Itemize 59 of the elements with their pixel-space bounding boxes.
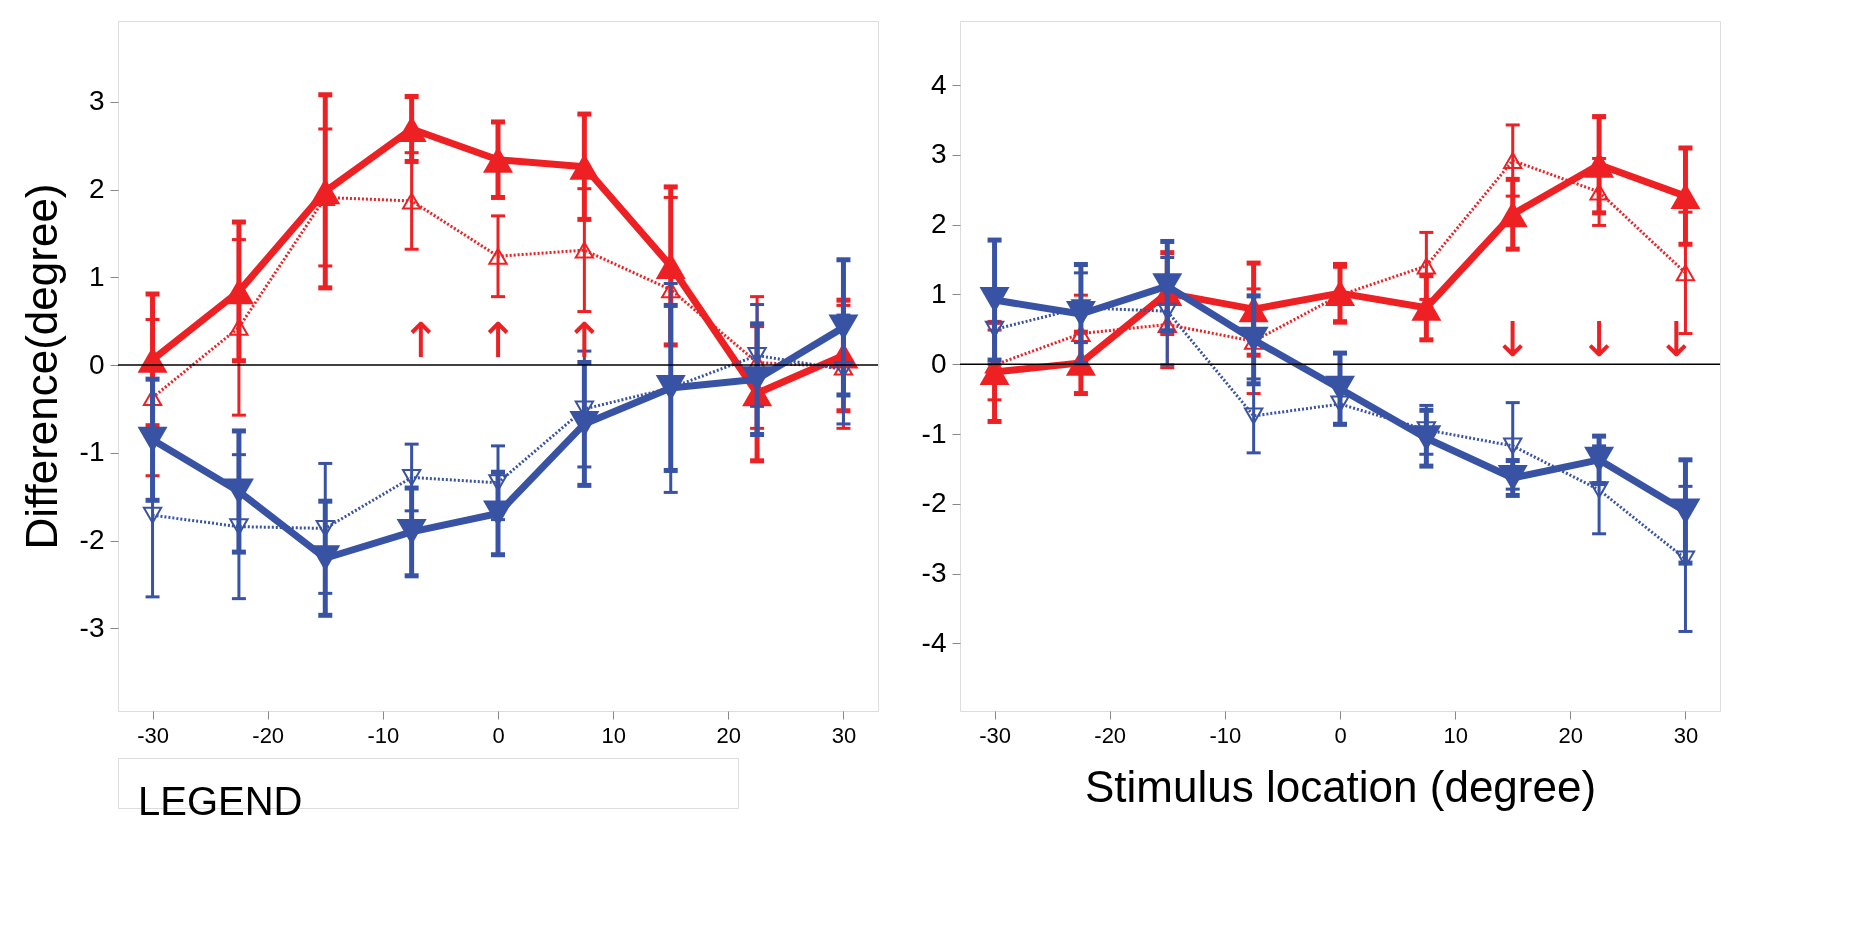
y-tick-label: -1 <box>79 436 105 468</box>
y-tick-label: -1 <box>921 417 947 449</box>
point <box>229 318 249 336</box>
point <box>1416 257 1437 275</box>
x-axis-title: Stimulus location (degree) <box>1084 761 1597 811</box>
x-tick-label: -30 <box>137 722 169 748</box>
y-tick-label: 1 <box>88 260 105 292</box>
y-tick-label: 3 <box>88 85 105 117</box>
y-tick-label: 0 <box>88 348 105 380</box>
y-tick-label: 1 <box>930 277 947 309</box>
point <box>229 518 249 536</box>
x-tick-label: 20 <box>1558 722 1584 748</box>
point <box>747 346 767 364</box>
x-tick-label: -20 <box>252 722 285 748</box>
y-tick-label: 4 <box>930 68 947 100</box>
annotation: ↑ <box>477 312 519 369</box>
annotation: ↓ <box>1492 311 1533 368</box>
x-tick-label: -30 <box>979 722 1011 748</box>
y-tick-label: -2 <box>79 524 105 556</box>
y-tick-label: -2 <box>921 487 947 519</box>
annotation: ↓ <box>1656 311 1697 368</box>
x-tick-label: -10 <box>1209 722 1242 748</box>
text: LEGEND <box>138 779 303 823</box>
y-tick-label: 3 <box>930 138 947 170</box>
x-tick-label: -20 <box>1094 722 1127 748</box>
point <box>1238 326 1269 353</box>
point <box>401 192 422 210</box>
x-tick-label: 10 <box>601 722 626 748</box>
point <box>488 247 508 265</box>
point <box>1503 152 1523 170</box>
x-tick-label: 30 <box>1673 722 1699 748</box>
y-axis-title: Difference(degree) <box>16 183 66 550</box>
point <box>574 241 595 259</box>
x-tick-label: 0 <box>1334 722 1347 748</box>
annotation: ↓ <box>1578 311 1620 368</box>
x-tick-label: 10 <box>1443 722 1468 748</box>
x-tick-label: 30 <box>831 722 857 748</box>
y-tick-label: 2 <box>88 173 105 205</box>
annotation: ↑ <box>400 312 441 369</box>
point <box>396 518 427 545</box>
point <box>1243 407 1264 425</box>
y-tick-label: -3 <box>921 557 947 589</box>
point <box>142 506 163 524</box>
point <box>1675 264 1696 282</box>
point <box>1330 395 1350 413</box>
x-tick-label: 0 <box>492 722 505 748</box>
point <box>1497 201 1528 228</box>
point <box>1157 302 1177 320</box>
x-tick-label: 20 <box>716 722 742 748</box>
point <box>315 519 335 537</box>
point <box>488 474 508 492</box>
point <box>1503 437 1523 455</box>
y-tick-label: -4 <box>921 626 947 658</box>
point <box>1589 183 1609 201</box>
y-tick-label: -3 <box>79 611 105 643</box>
x-tick-label: -10 <box>367 722 400 748</box>
point <box>401 468 422 486</box>
y-tick-label: 2 <box>930 208 947 240</box>
y-tick-label: 0 <box>930 347 947 379</box>
